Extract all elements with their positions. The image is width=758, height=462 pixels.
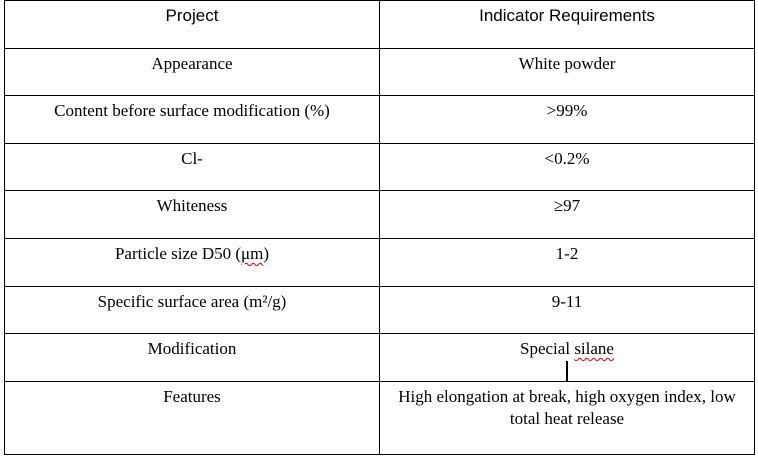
spellcheck-word: silane xyxy=(574,339,614,359)
header-indicator: Indicator Requirements xyxy=(379,0,755,49)
table-row: Whiteness ≥97 xyxy=(4,190,755,239)
project-text: ) xyxy=(263,243,270,263)
header-project: Project xyxy=(4,0,380,49)
cell-indicator: 1-2 xyxy=(379,237,755,287)
spellcheck-word: μm xyxy=(241,243,264,263)
table-row: Modification Special silane xyxy=(4,333,755,382)
cell-project: Cl- xyxy=(4,142,380,192)
cell-indicator: White powder xyxy=(379,47,755,97)
table-row: Specific surface area (m²/g) 9-11 xyxy=(4,285,755,335)
project-text: Particle size D50 ( xyxy=(114,243,242,263)
table-row: Features High elongation at break, high … xyxy=(4,380,755,455)
cell-indicator: >99% xyxy=(379,95,755,144)
cell-project: Features xyxy=(4,380,380,455)
cell-indicator: ≥97 xyxy=(379,190,755,239)
table-row: Particle size D50 (μm) 1-2 xyxy=(4,237,755,287)
cell-project: Whiteness xyxy=(4,190,380,239)
cell-project: Modification xyxy=(4,333,380,382)
cell-project: Particle size D50 (μm) xyxy=(4,237,380,287)
table-row: Cl- <0.2% xyxy=(4,142,755,192)
cell-project: Appearance xyxy=(4,47,380,97)
cell-indicator: <0.2% xyxy=(379,142,755,192)
cell-project: Specific surface area (m²/g) xyxy=(4,285,380,335)
text-cursor xyxy=(566,361,568,381)
table-row: Content before surface modification (%) … xyxy=(4,95,755,144)
cell-indicator: 9-11 xyxy=(379,285,755,335)
cell-project: Content before surface modification (%) xyxy=(4,95,380,144)
table-header-row: Project Indicator Requirements xyxy=(4,0,755,49)
cell-indicator: High elongation at break, high oxygen in… xyxy=(379,380,755,455)
spec-table: Project Indicator Requirements Appearanc… xyxy=(4,0,755,455)
indicator-text: Special xyxy=(520,339,575,359)
table-row: Appearance White powder xyxy=(4,47,755,97)
